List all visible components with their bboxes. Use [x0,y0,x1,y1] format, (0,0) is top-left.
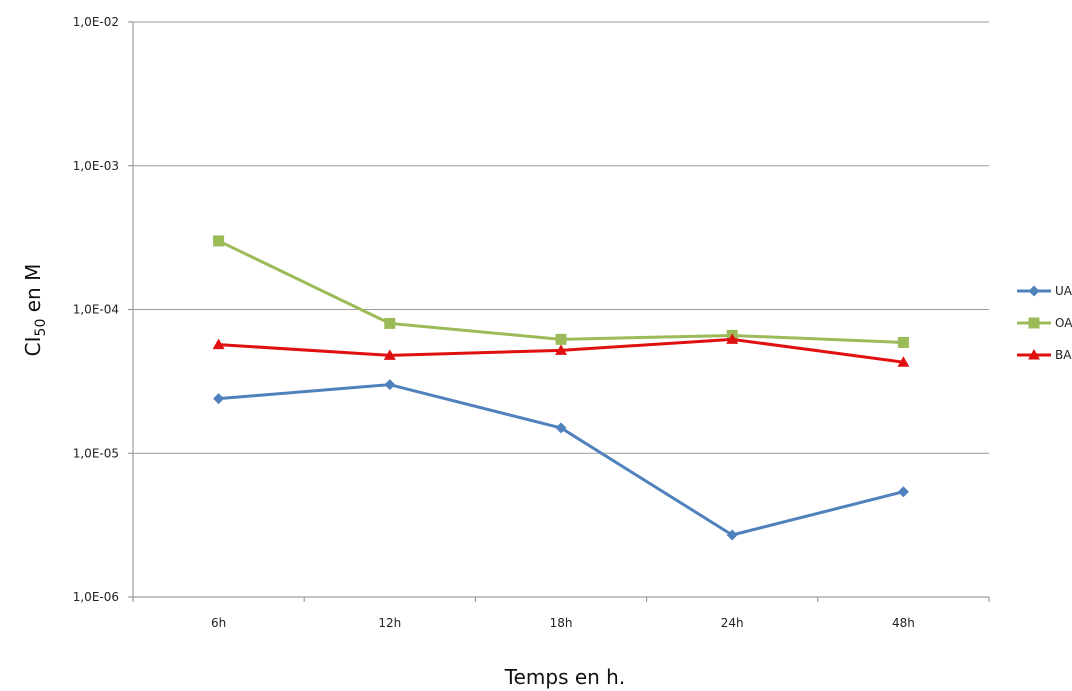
axes: 1,0E-02 1,0E-03 1,0E-04 1,0E-05 1,0E-06 6h 12h… [73,15,990,630]
series [212,235,910,541]
legend: UA OA BA [1017,284,1072,362]
x-tick-label: 18h [550,616,573,630]
series-ba [212,333,910,367]
triangle-marker [897,356,910,367]
y-tick-label: 1,0E-06 [73,590,119,604]
triangle-marker [383,349,396,360]
legend-item-ua: UA [1017,284,1072,298]
legend-label: OA [1055,316,1072,330]
square-marker [555,333,567,345]
diamond-marker [726,529,738,541]
x-tick-label: 6h [211,616,226,630]
diamond-marker [897,486,909,498]
legend-item-ba: BA [1017,348,1072,362]
y-tick-label: 1,0E-03 [73,159,119,173]
legend-item-oa: OA [1017,316,1072,330]
series-oa [213,235,909,348]
triangle-marker [212,338,225,350]
square-marker [384,317,396,329]
diamond-marker [213,393,225,405]
series-line [217,239,904,344]
diamond-marker [555,422,567,434]
y-tick-label: 1,0E-02 [73,15,119,29]
square-marker [1028,317,1040,329]
grid-lines [133,21,989,598]
y-tick-label: 1,0E-04 [73,303,119,317]
series-ua [213,379,909,541]
x-tick-label: 48h [892,616,915,630]
triangle-marker [726,333,739,344]
square-marker [897,336,909,348]
diamond-marker [384,379,396,391]
x-axis-title: Temps en h. [504,665,625,689]
triangle-marker [555,344,567,355]
series-line [218,383,904,537]
triangle-marker [1028,349,1040,360]
legend-label: BA [1055,348,1072,362]
square-marker [213,235,225,247]
y-tick-label: 1,0E-05 [73,446,119,460]
x-tick-label: 24h [721,616,744,630]
y-axis-title: CI50 en M [21,264,49,357]
x-tick-label: 12h [378,616,401,630]
legend-label: UA [1055,284,1072,298]
diamond-marker [1028,285,1040,297]
